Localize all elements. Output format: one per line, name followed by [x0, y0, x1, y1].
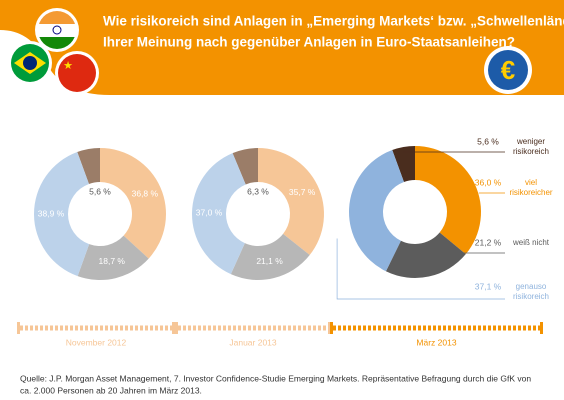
donut-segment [415, 146, 481, 255]
value-label: 35,7 % [289, 187, 316, 197]
value-label: 5,6 % [89, 186, 111, 196]
value-label: 6,3 % [247, 186, 269, 196]
timeline-label: März 2013 [416, 337, 456, 347]
timeline-label: November 2012 [66, 337, 127, 347]
value-label: 18,7 % [99, 256, 126, 266]
value-label: 21,2 % [475, 237, 502, 247]
source-line: ca. 2.000 Personen ab 20 Jahren im März … [20, 385, 202, 395]
timeline-end [175, 322, 178, 334]
value-label: 36,8 % [132, 189, 159, 199]
leader-line [336, 238, 505, 300]
timeline-label: Januar 2013 [229, 337, 277, 347]
svg-text:★: ★ [63, 60, 73, 72]
value-label: 37,1 % [475, 281, 502, 291]
donut-segment [191, 153, 246, 275]
donut-segment [100, 148, 167, 259]
title-line: Ihrer Meinung nach gegenüber Anlagen in … [103, 35, 515, 50]
donut-segment [230, 233, 310, 280]
donut-segment [392, 146, 415, 182]
category-label: weiß nicht [512, 238, 549, 247]
donut-segment [232, 148, 258, 185]
donut-segment [385, 232, 466, 278]
donut-segment [77, 148, 100, 184]
category-label: genauso risikoreich [512, 282, 549, 301]
value-label: 38,9 % [38, 208, 65, 218]
source-line: Quelle: J.P. Morgan Asset Management, 7.… [20, 373, 531, 383]
donut-segment [258, 148, 324, 255]
value-label: 36,0 % [475, 177, 502, 187]
timeline-end [330, 322, 333, 334]
donut-segment [33, 152, 90, 277]
timeline-end [540, 322, 543, 334]
timeline-end [328, 322, 331, 334]
value-label: 21,1 % [256, 256, 283, 266]
category-label: viel risikoreicher [509, 178, 553, 197]
value-label: 5,6 % [477, 136, 499, 146]
value-label: 37,0 % [196, 208, 223, 218]
header-band [0, 0, 564, 95]
euro-symbol: € [501, 55, 515, 85]
timeline-end [172, 322, 175, 334]
title-line: Wie risikoreich sind Anlagen in „Emergin… [103, 14, 564, 29]
category-label: weniger risikoreich [512, 137, 549, 156]
timeline-end [17, 322, 20, 334]
donut-segment [77, 235, 149, 281]
donut-segment [349, 150, 404, 272]
